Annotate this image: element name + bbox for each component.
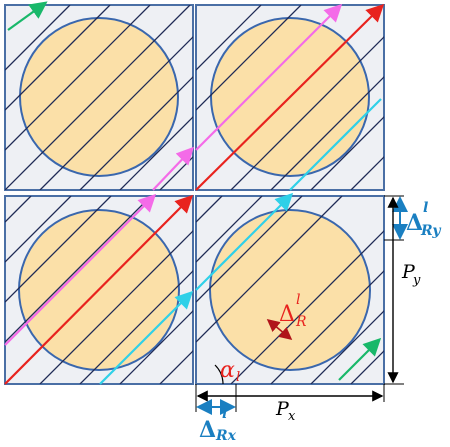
svg-text:Δ: Δ	[199, 417, 216, 442]
cell-bottom-right	[195, 195, 385, 385]
svg-text:Δ: Δ	[406, 210, 423, 236]
svg-text:P: P	[401, 261, 416, 283]
delta-ry-label: Δ l Ry	[406, 200, 441, 239]
svg-text:l: l	[423, 200, 428, 216]
cyan-ray-lower	[99, 290, 194, 385]
py-label: P y	[401, 261, 421, 288]
delta-rx-dimension	[196, 384, 237, 415]
svg-text:Δ: Δ	[279, 302, 295, 327]
pink-ray-upper	[195, 3, 343, 151]
delta-r-label: Δ l R	[279, 292, 307, 330]
svg-text:R: R	[295, 314, 307, 330]
alpha-label: α l	[220, 358, 240, 385]
green-ray-bottom-right	[338, 337, 382, 381]
svg-text:y: y	[412, 273, 421, 288]
pink-ray-mid	[152, 146, 195, 191]
svg-text:α: α	[220, 358, 235, 383]
cyan-ray-top	[289, 98, 382, 191]
cyan-ray-upper	[195, 192, 294, 291]
tracks-bottom-right	[196, 196, 384, 384]
red-ray-upper	[195, 3, 385, 191]
pink-ray-lower	[4, 193, 157, 346]
svg-text:x: x	[288, 409, 296, 424]
red-ray-lower	[4, 194, 194, 385]
delta-r-dimension	[266, 318, 293, 341]
svg-text:l: l	[236, 370, 240, 385]
delta-ry-dimension	[384, 195, 408, 241]
svg-text:l: l	[222, 406, 227, 422]
alpha-angle-arc	[214, 364, 224, 385]
delta-rx-label: Δ l Rx	[199, 406, 237, 444]
py-dimension	[384, 196, 404, 385]
svg-text:Rx: Rx	[215, 428, 237, 442]
svg-text:Ry: Ry	[420, 223, 441, 239]
green-ray-top-left	[7, 1, 48, 31]
tracks-top-left	[5, 5, 193, 190]
svg-text:l: l	[296, 292, 300, 308]
tracks-bottom-left	[5, 196, 193, 384]
px-label: P x	[275, 398, 296, 424]
svg-text:P: P	[275, 398, 290, 420]
